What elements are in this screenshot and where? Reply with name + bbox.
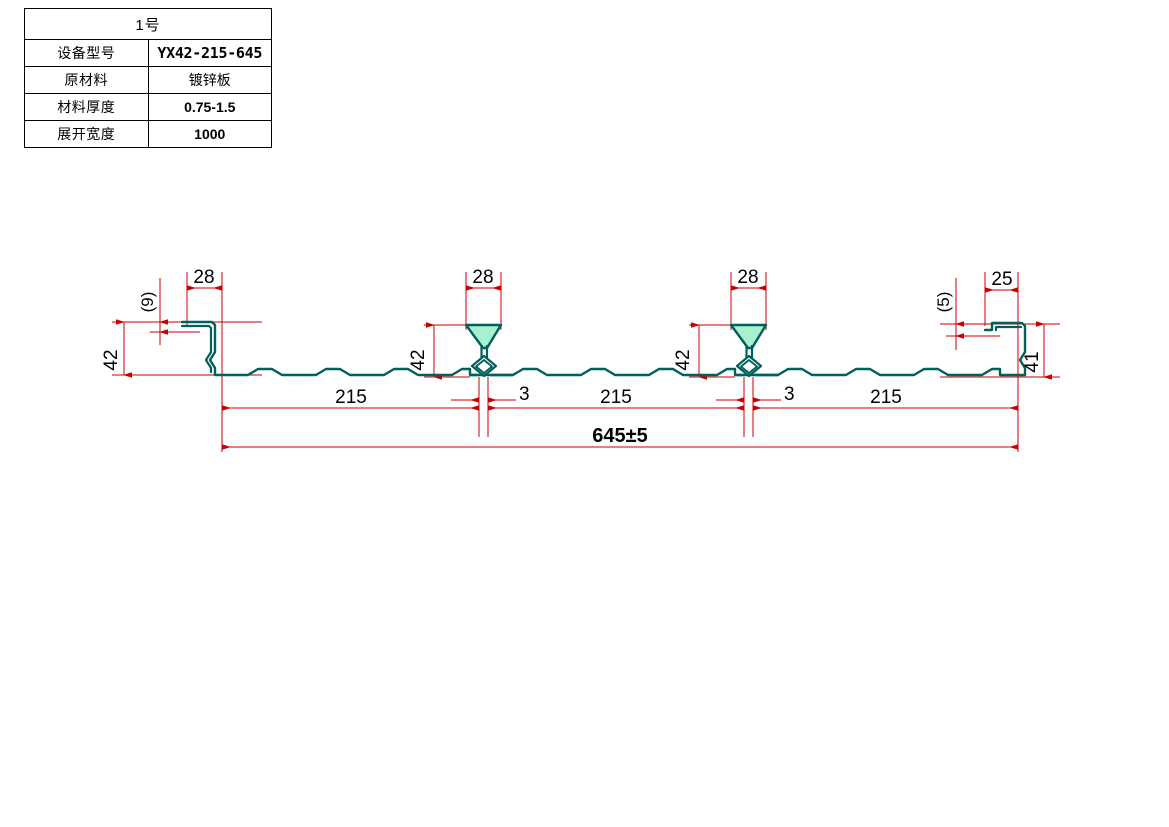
spec-table: 1号 设备型号 YX42-215-645 原材料 镀锌板 材料厚度 0.75-1… [24,8,272,148]
spec-label-coil-width: 展开宽度 [24,120,149,148]
panel-profile [180,320,1027,378]
rib-1-diamond-inner [475,359,493,374]
dim-overall-width: 645±5 [592,425,647,447]
rib-2 [729,323,778,378]
spec-value-model: YX42-215-645 [147,39,272,67]
table-row: 材料厚度 0.75-1.5 [24,93,272,121]
rib-1 [464,323,513,378]
profile-left-lip-inner [180,324,213,374]
dimension-lines [112,272,1060,452]
dim-span-3: 215 [870,387,902,408]
spec-table-title-row: 1号 [24,8,272,40]
rib-2-head [729,323,768,350]
dim-rib1-height: 42 [408,349,429,370]
spec-value-coil-width: 1000 [147,120,272,148]
dim-span-2: 215 [600,387,632,408]
table-row: 原材料 镀锌板 [24,66,272,94]
profile-right-lip-inner [994,325,1023,332]
rib-2-diamond-inner [740,359,758,374]
rib-2-stem [745,345,754,358]
spec-table-title: 1号 [24,8,272,40]
rib-1-diamond [470,354,498,378]
dim-rib2-base: 3 [784,384,795,405]
profile-outline [180,320,1027,377]
table-row: 展开宽度 1000 [24,120,272,148]
dim-left-lip-height: 42 [101,349,122,370]
table-row: 设备型号 YX42-215-645 [24,39,272,67]
dim-rib2-width: 28 [737,267,758,288]
dim-rib1-base: 3 [519,384,530,405]
rib-1-head [464,323,503,350]
spec-value-material: 镀锌板 [147,66,272,94]
dim-span-1: 215 [335,387,367,408]
dimension-labels: 42 (9) 28 28 42 3 28 42 3 (5) 25 41 215 … [101,267,1043,447]
dim-right-lip-height: 41 [1022,351,1043,372]
dim-left-lip-offset: (9) [138,292,157,313]
rib-1-stem [480,345,489,358]
dim-rib2-height: 42 [673,349,694,370]
spec-label-thickness: 材料厚度 [24,93,149,121]
spec-label-model: 设备型号 [24,39,149,67]
dim-right-lip-width: 25 [991,269,1012,290]
spec-value-thickness: 0.75-1.5 [147,93,272,121]
dim-rib1-width: 28 [472,267,493,288]
dim-right-lip-offset: (5) [934,292,953,313]
dim-left-lip-width: 28 [193,267,214,288]
rib-2-diamond [735,354,763,378]
spec-label-material: 原材料 [24,66,149,94]
